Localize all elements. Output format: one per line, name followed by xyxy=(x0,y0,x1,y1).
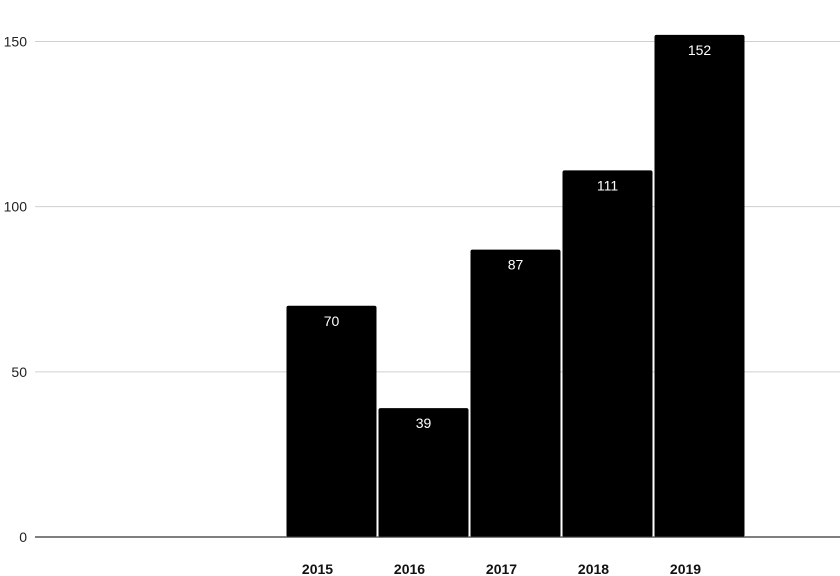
y-tick-label: 150 xyxy=(4,34,28,50)
x-tick-label-2015: 2015 xyxy=(302,561,333,576)
data-labels: 70 39 87 111 152 xyxy=(324,42,712,431)
y-tick-label: 0 xyxy=(19,529,27,545)
y-tick-label: 100 xyxy=(4,199,28,215)
x-tick-label-2018: 2018 xyxy=(578,561,609,576)
data-label-2016: 39 xyxy=(416,415,432,431)
bar-2015 xyxy=(286,305,377,537)
bar-2017 xyxy=(470,249,561,538)
bar-2018 xyxy=(562,170,653,537)
bar-2016 xyxy=(378,408,469,537)
data-label-2017: 87 xyxy=(508,257,524,273)
y-tick-label: 50 xyxy=(11,364,27,380)
bar-2019 xyxy=(654,34,745,537)
x-tick-label-2019: 2019 xyxy=(670,561,701,576)
y-axis-ticks: 0 50 100 150 xyxy=(4,34,28,546)
bars xyxy=(286,34,745,538)
x-tick-label-2016: 2016 xyxy=(394,561,425,576)
data-label-2019: 152 xyxy=(688,42,712,58)
x-axis-ticks: 2015 2016 2017 2018 2019 xyxy=(302,561,701,576)
data-label-2018: 111 xyxy=(597,177,618,193)
data-label-2015: 70 xyxy=(324,313,340,329)
x-tick-label-2017: 2017 xyxy=(486,561,517,576)
